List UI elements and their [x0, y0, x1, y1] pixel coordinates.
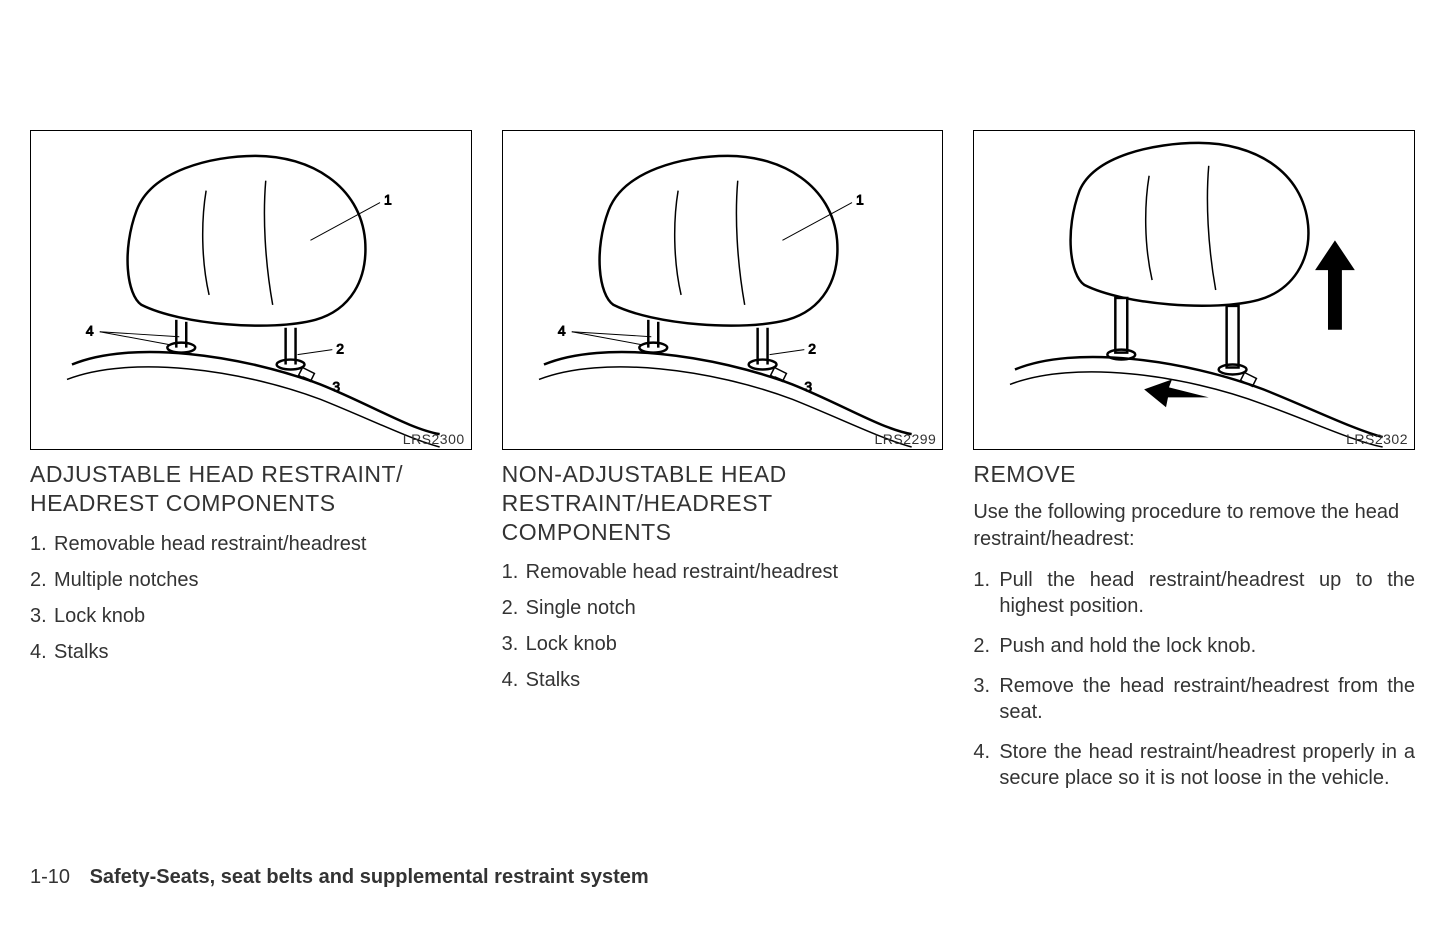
chapter-title: Safety-Seats, seat belts and supplementa…: [90, 866, 649, 888]
section-title-nonadjustable: NON-ADJUSTABLE HEAD RESTRAINT/HEADREST C…: [502, 460, 944, 546]
svg-text:3: 3: [804, 378, 812, 394]
svg-text:4: 4: [558, 323, 566, 339]
steps-list-remove: Pull the head restraint/headrest up to t…: [973, 567, 1415, 791]
column-remove: LRS2302 REMOVE Use the following procedu…: [973, 130, 1415, 805]
svg-text:1: 1: [856, 192, 864, 208]
svg-text:2: 2: [336, 341, 344, 357]
svg-text:4: 4: [86, 323, 94, 339]
list-item: Removable head restraint/headrest: [30, 528, 472, 560]
intro-text-remove: Use the following procedure to remove th…: [973, 499, 1415, 553]
list-item: Remove the head restraint/headrest from …: [973, 673, 1415, 725]
page-number: 1-10: [30, 866, 70, 888]
list-item: Pull the head restraint/headrest up to t…: [973, 567, 1415, 619]
headrest-diagram-icon: 1 2 3 4: [31, 131, 471, 449]
list-item: Multiple notches: [30, 564, 472, 596]
column-nonadjustable: 1 2 3 4 LRS2299 NON-ADJUSTABLE HEAD REST…: [502, 130, 944, 805]
list-item: Removable head restraint/headrest: [502, 556, 944, 588]
columns-container: 1 2 3 4 LRS2300 ADJUSTABLE HEAD RESTRAIN…: [30, 130, 1415, 805]
column-adjustable: 1 2 3 4 LRS2300 ADJUSTABLE HEAD RESTRAIN…: [30, 130, 472, 805]
figure-code-label: LRS2302: [1346, 431, 1408, 447]
list-item: Stalks: [502, 664, 944, 696]
svg-text:3: 3: [332, 378, 340, 394]
figure-adjustable: 1 2 3 4 LRS2300: [30, 130, 472, 450]
component-list-adjustable: Removable head restraint/headrest Multip…: [30, 528, 472, 668]
list-item: Single notch: [502, 592, 944, 624]
figure-code-label: LRS2299: [874, 431, 936, 447]
figure-remove: LRS2302: [973, 130, 1415, 450]
page-footer: 1-10 Safety-Seats, seat belts and supple…: [30, 866, 649, 889]
list-item: Store the head restraint/headrest proper…: [973, 739, 1415, 791]
list-item: Lock knob: [502, 628, 944, 660]
svg-text:1: 1: [384, 192, 392, 208]
figure-code-label: LRS2300: [403, 431, 465, 447]
headrest-remove-diagram-icon: [974, 131, 1414, 449]
component-list-nonadjustable: Removable head restraint/headrest Single…: [502, 556, 944, 696]
list-item: Lock knob: [30, 600, 472, 632]
headrest-diagram-icon: 1 2 3 4: [503, 131, 943, 449]
list-item: Push and hold the lock knob.: [973, 633, 1415, 659]
figure-nonadjustable: 1 2 3 4 LRS2299: [502, 130, 944, 450]
section-title-adjustable: ADJUSTABLE HEAD RESTRAINT/ HEADREST COMP…: [30, 460, 472, 518]
svg-text:2: 2: [808, 341, 816, 357]
list-item: Stalks: [30, 636, 472, 668]
section-title-remove: REMOVE: [973, 460, 1415, 489]
